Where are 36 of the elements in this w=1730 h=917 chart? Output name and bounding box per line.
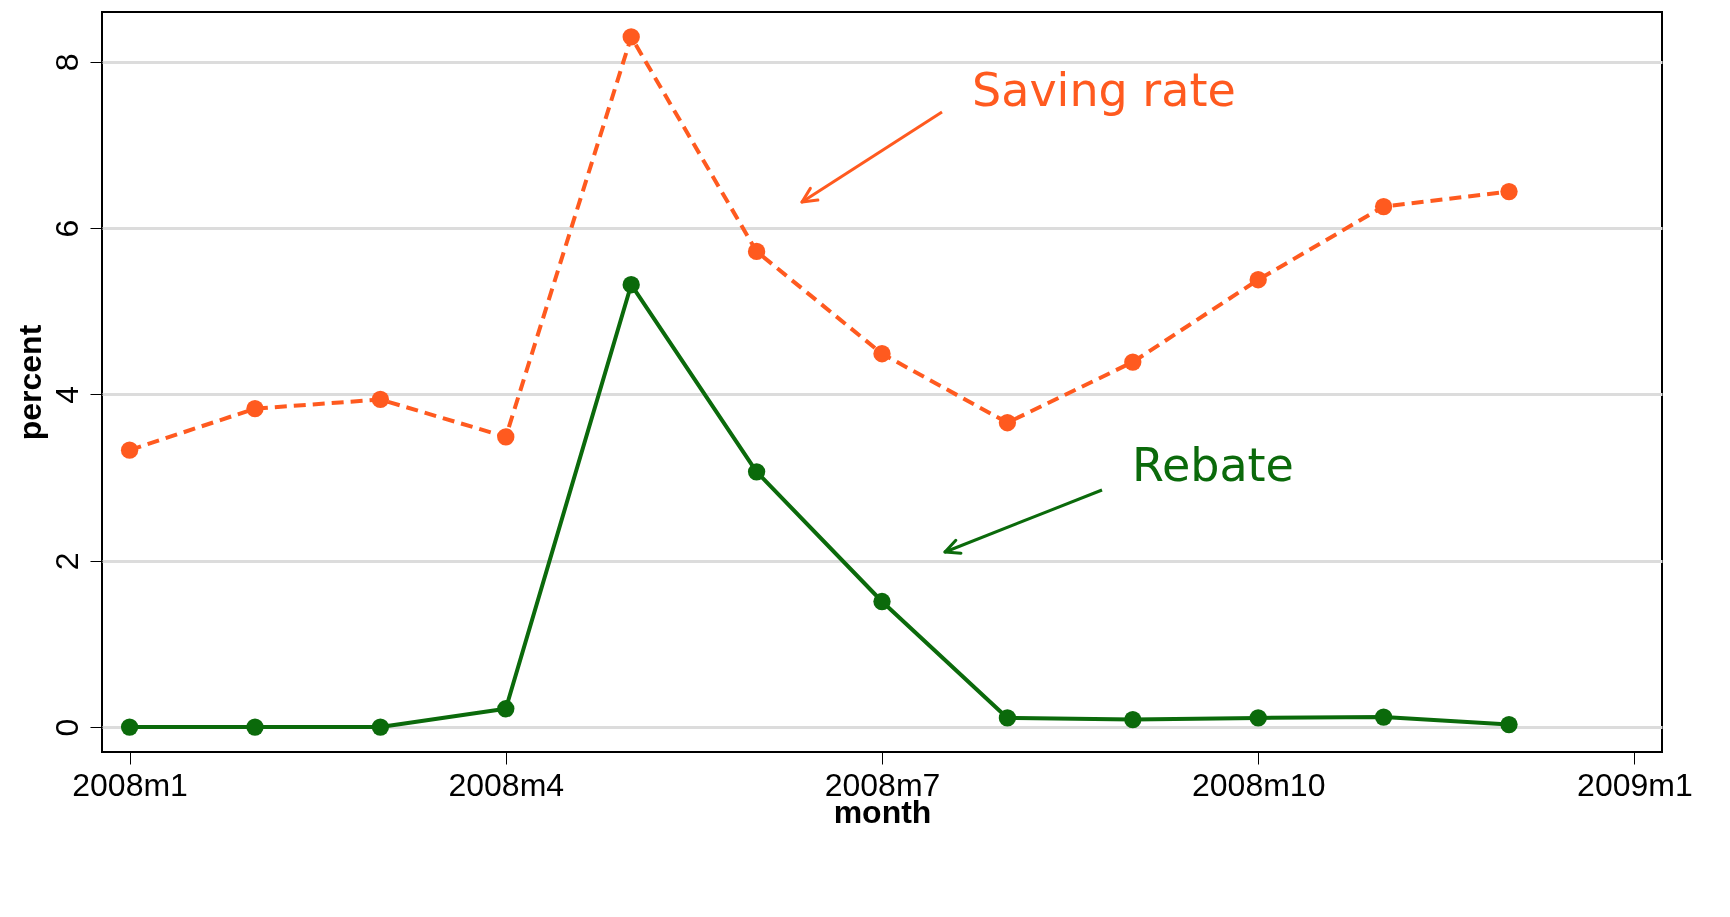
y-tick-label: 6 — [48, 219, 85, 238]
point — [1124, 353, 1142, 371]
point — [998, 709, 1017, 727]
point — [120, 441, 139, 459]
point — [747, 463, 766, 481]
point — [747, 242, 766, 261]
point — [1374, 708, 1393, 726]
point — [1249, 271, 1267, 289]
point — [873, 345, 891, 363]
point — [1249, 709, 1267, 727]
y-tick-label: 4 — [48, 386, 85, 404]
point — [622, 276, 640, 294]
point — [622, 28, 640, 46]
x-tick-label: 2008m4 — [448, 766, 565, 803]
point — [371, 390, 390, 409]
point — [371, 718, 390, 736]
y-tick-label: 8 — [48, 53, 85, 72]
y-axis-title: percent — [11, 324, 48, 441]
point — [998, 414, 1017, 432]
point — [120, 718, 139, 736]
y-tick-label: 2 — [48, 552, 85, 571]
x-tick-label: 2009m1 — [1577, 766, 1693, 803]
y-tick-label: 0 — [48, 718, 85, 737]
annotation: Saving rate — [972, 63, 1236, 117]
point — [246, 718, 264, 736]
point — [1500, 182, 1518, 201]
point — [1124, 710, 1142, 729]
annotation: Rebate — [1132, 438, 1294, 492]
point — [497, 428, 515, 446]
point — [497, 700, 515, 718]
point — [1374, 197, 1393, 216]
point — [246, 399, 264, 418]
x-tick-label: 2008m10 — [1191, 766, 1326, 803]
x-tick-label: 2008m1 — [72, 766, 188, 803]
point — [1500, 715, 1518, 734]
point — [873, 592, 891, 611]
